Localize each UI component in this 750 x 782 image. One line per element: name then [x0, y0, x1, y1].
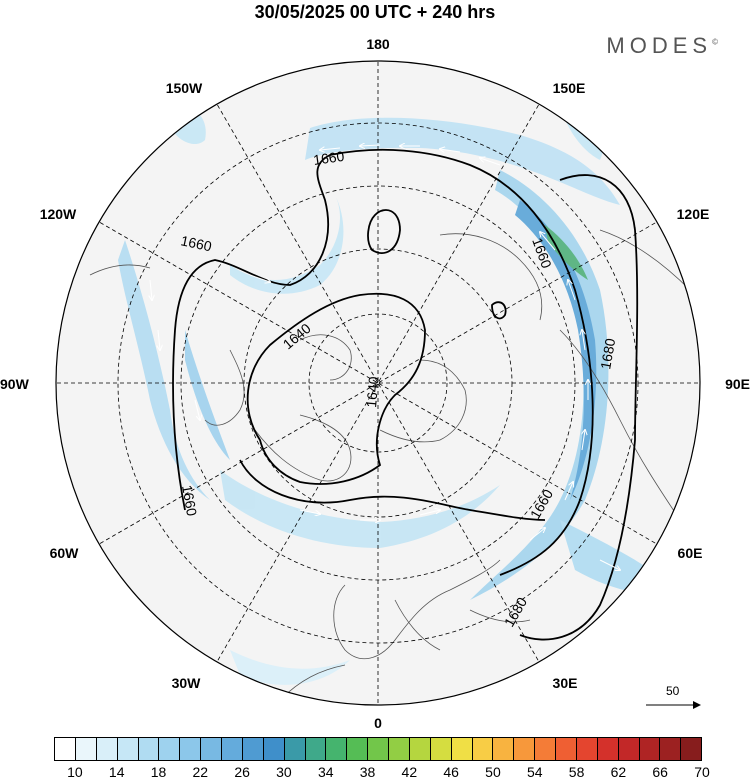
- longitude-labels: 180 0 90W 90E 150W 120W 150E 120E 60W 30…: [0, 36, 750, 731]
- colorbar-cell: [96, 738, 118, 760]
- height-contours: [172, 148, 639, 641]
- colorbar-cell: [222, 738, 243, 760]
- brand-logo: MODES©: [606, 33, 718, 59]
- colorbar-cell: [493, 738, 515, 760]
- contour-1640: [246, 292, 426, 485]
- colorbar: [54, 737, 702, 761]
- colorbar-cell: [242, 738, 264, 760]
- colorbar-tick-label: 58: [568, 764, 585, 780]
- contour-label: 1680: [597, 337, 618, 371]
- lon-label-0: 0: [374, 715, 382, 731]
- colorbar-tick-label: 30: [276, 764, 292, 780]
- colorbar-cell: [535, 738, 556, 760]
- colorbar-cell: [618, 738, 640, 760]
- colorbar-cell: [284, 738, 306, 760]
- colorbar-cell: [597, 738, 619, 760]
- contour-1660-closed: [367, 209, 401, 254]
- contour-label: 1660: [312, 148, 345, 168]
- colorbar-cell: [409, 738, 431, 760]
- map-title: 30/05/2025 00 UTC + 240 hrs: [254, 2, 496, 22]
- colorbar-cell: [576, 738, 598, 760]
- jet-stream-atlantic: [220, 470, 500, 548]
- reference-vector-label: 50: [666, 684, 680, 698]
- colorbar-tick-label: 10: [67, 764, 83, 780]
- contour-1660-north: [172, 148, 594, 576]
- map-border: [55, 60, 701, 706]
- colorbar-cell: [451, 738, 473, 760]
- lon-label-150w: 150W: [166, 80, 203, 96]
- contour-1680: [519, 174, 639, 641]
- lon-label-120w: 120W: [40, 206, 77, 222]
- jet-max-green: [545, 225, 588, 280]
- jet-stream-pacific: [305, 117, 620, 205]
- colorbar-cell: [75, 738, 97, 760]
- colorbar-tick-label: 18: [150, 764, 167, 780]
- colorbar-cell: [201, 738, 222, 760]
- jet-core-asia: [515, 200, 597, 500]
- colorbar-cell: [514, 738, 536, 760]
- colorbar-tick-label: 42: [401, 764, 418, 780]
- wind-vectors: [150, 145, 620, 570]
- colorbar-tick-label: 66: [652, 764, 668, 780]
- jet-stream-south: [230, 650, 350, 685]
- colorbar-cell: [430, 738, 452, 760]
- colorbar-cell: [639, 738, 661, 760]
- jet-stream-north: [230, 195, 344, 294]
- contour-label: 1640: [363, 376, 382, 409]
- colorbar-tick-label: 46: [443, 764, 459, 780]
- lon-label-60e: 60E: [678, 545, 703, 561]
- colorbar-cell: [556, 738, 577, 760]
- jet-stream-namerica: [118, 240, 210, 500]
- colorbar-cell: [326, 738, 348, 760]
- colorbar-tick-label: 70: [694, 764, 710, 780]
- lon-label-60w: 60W: [50, 545, 80, 561]
- brand-copyright-mark: ©: [712, 37, 718, 47]
- colorbar-tick-label: 54: [526, 764, 543, 780]
- colorbar-cell: [472, 738, 494, 760]
- map-disk: 1660 1660 1660 1640 1640 1660 1680 1660 …: [56, 61, 700, 705]
- colorbar-cell: [138, 738, 160, 760]
- lon-label-150e: 150E: [553, 80, 586, 96]
- colorbar-tick-label: 38: [359, 764, 376, 780]
- colorbar-cell: [159, 738, 181, 760]
- colorbar-tick-label: 22: [192, 764, 209, 780]
- colorbar-cell: [180, 738, 202, 760]
- colorbar-cell: [660, 738, 682, 760]
- colorbar-cell: [389, 738, 410, 760]
- colorbar-labels: 10 14 18 22 26 30 34 38 42 46 50 54 58 62 66 70: [54, 764, 710, 782]
- lon-label-30w: 30W: [172, 675, 202, 691]
- colorbar-cell: [368, 738, 389, 760]
- lon-label-30e: 30E: [553, 675, 578, 691]
- colorbar-cell: [681, 738, 702, 760]
- colorbar-tick-label: 50: [485, 764, 501, 780]
- colorbar-tick-label: 62: [610, 764, 627, 780]
- colorbar-cell: [305, 738, 327, 760]
- colorbar-tick-label: 34: [317, 764, 334, 780]
- lon-label-180: 180: [366, 36, 390, 52]
- colorbar-tick-label: 14: [108, 764, 125, 780]
- brand-name: MODES: [606, 33, 713, 58]
- colorbar-cell: [263, 738, 285, 760]
- contour-label: 1660: [179, 232, 213, 254]
- colorbar-tick-label: 26: [234, 764, 250, 780]
- lon-label-120e: 120E: [677, 206, 710, 222]
- colorbar-cell: [117, 738, 139, 760]
- contour-1640-inner: [239, 459, 546, 521]
- lon-label-90e: 90E: [725, 376, 750, 392]
- colorbar-cell: [347, 738, 369, 760]
- contour-label: 1660: [179, 484, 200, 518]
- contour-1660-small: [491, 301, 507, 320]
- colorbar-cell: [55, 738, 76, 760]
- lon-label-90w: 90W: [0, 376, 30, 392]
